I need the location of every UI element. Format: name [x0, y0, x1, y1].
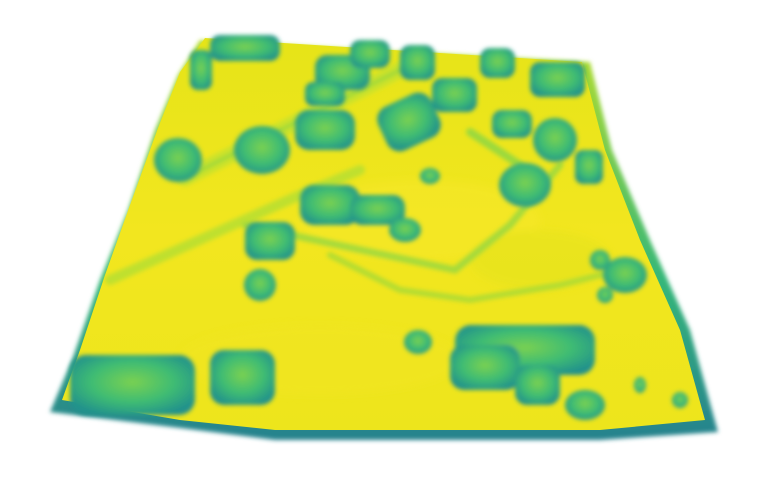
- tree-cluster: [234, 126, 290, 174]
- building-block: [400, 45, 435, 80]
- buildings-north: [190, 35, 585, 106]
- building-block: [480, 48, 515, 78]
- tree-cluster: [603, 257, 647, 293]
- tree-cluster: [634, 377, 646, 393]
- tree-cluster: [533, 118, 577, 162]
- building-block: [492, 110, 532, 138]
- tree-cluster: [590, 250, 610, 270]
- building-block: [575, 150, 603, 184]
- building-block: [350, 40, 390, 68]
- tree-cluster: [499, 163, 551, 207]
- tree-cluster: [389, 218, 421, 242]
- buildings-southeast: [450, 325, 688, 420]
- building-block: [300, 185, 360, 225]
- building-block: [245, 222, 295, 260]
- tree-cluster: [244, 269, 276, 301]
- building-block: [70, 355, 195, 415]
- tree-cluster: [420, 168, 440, 184]
- building-block: [350, 195, 405, 225]
- tree-cluster: [565, 390, 605, 420]
- building-block: [450, 345, 520, 390]
- buildings-middle: [154, 78, 603, 207]
- buildings-west: [244, 185, 421, 301]
- building-block: [305, 82, 345, 106]
- building-block: [515, 365, 560, 405]
- buildings-east: [404, 250, 647, 354]
- building-block: [530, 62, 585, 97]
- tree-cluster: [154, 138, 202, 182]
- building-block: [210, 35, 280, 61]
- building-block: [432, 78, 477, 112]
- buildings-southwest: [70, 350, 275, 415]
- building-block: [210, 350, 275, 405]
- building-block: [190, 50, 212, 90]
- tree-cluster: [404, 330, 432, 354]
- tree-cluster: [597, 287, 613, 303]
- building-block: [377, 92, 441, 152]
- building-block: [295, 110, 355, 150]
- tree-cluster: [672, 392, 688, 408]
